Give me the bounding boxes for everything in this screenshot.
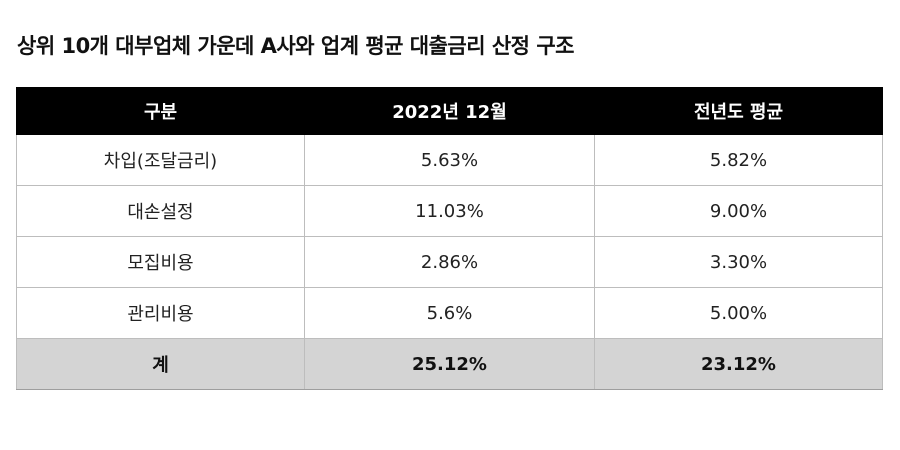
row-value-dec-2022: 11.03% (304, 185, 595, 237)
total-label: 계 (16, 338, 305, 390)
table-row: 대손설정 11.03% 9.00% (16, 185, 883, 237)
row-label: 관리비용 (16, 287, 305, 339)
table-row: 차입(조달금리) 5.63% 5.82% (16, 134, 883, 186)
page-title: 상위 10개 대부업체 가운데 A사와 업계 평균 대출금리 산정 구조 (17, 34, 574, 58)
row-value-prev-year: 5.82% (594, 134, 883, 186)
table-header-row: 구분 2022년 12월 전년도 평균 (16, 87, 883, 135)
row-label: 모집비용 (16, 236, 305, 288)
row-value-prev-year: 9.00% (594, 185, 883, 237)
total-value-prev-year: 23.12% (594, 338, 883, 390)
total-value-dec-2022: 25.12% (304, 338, 595, 390)
row-value-prev-year: 3.30% (594, 236, 883, 288)
row-value-dec-2022: 5.6% (304, 287, 595, 339)
header-prev-year-avg: 전년도 평균 (594, 87, 883, 135)
row-value-dec-2022: 2.86% (304, 236, 595, 288)
row-label: 차입(조달금리) (16, 134, 305, 186)
rate-structure-table: 구분 2022년 12월 전년도 평균 차입(조달금리) 5.63% 5.82%… (16, 87, 883, 390)
table-row: 모집비용 2.86% 3.30% (16, 236, 883, 288)
row-value-prev-year: 5.00% (594, 287, 883, 339)
row-value-dec-2022: 5.63% (304, 134, 595, 186)
row-label: 대손설정 (16, 185, 305, 237)
header-category: 구분 (16, 87, 305, 135)
header-dec-2022: 2022년 12월 (304, 87, 595, 135)
table-total-row: 계 25.12% 23.12% (16, 338, 883, 390)
table-row: 관리비용 5.6% 5.00% (16, 287, 883, 339)
